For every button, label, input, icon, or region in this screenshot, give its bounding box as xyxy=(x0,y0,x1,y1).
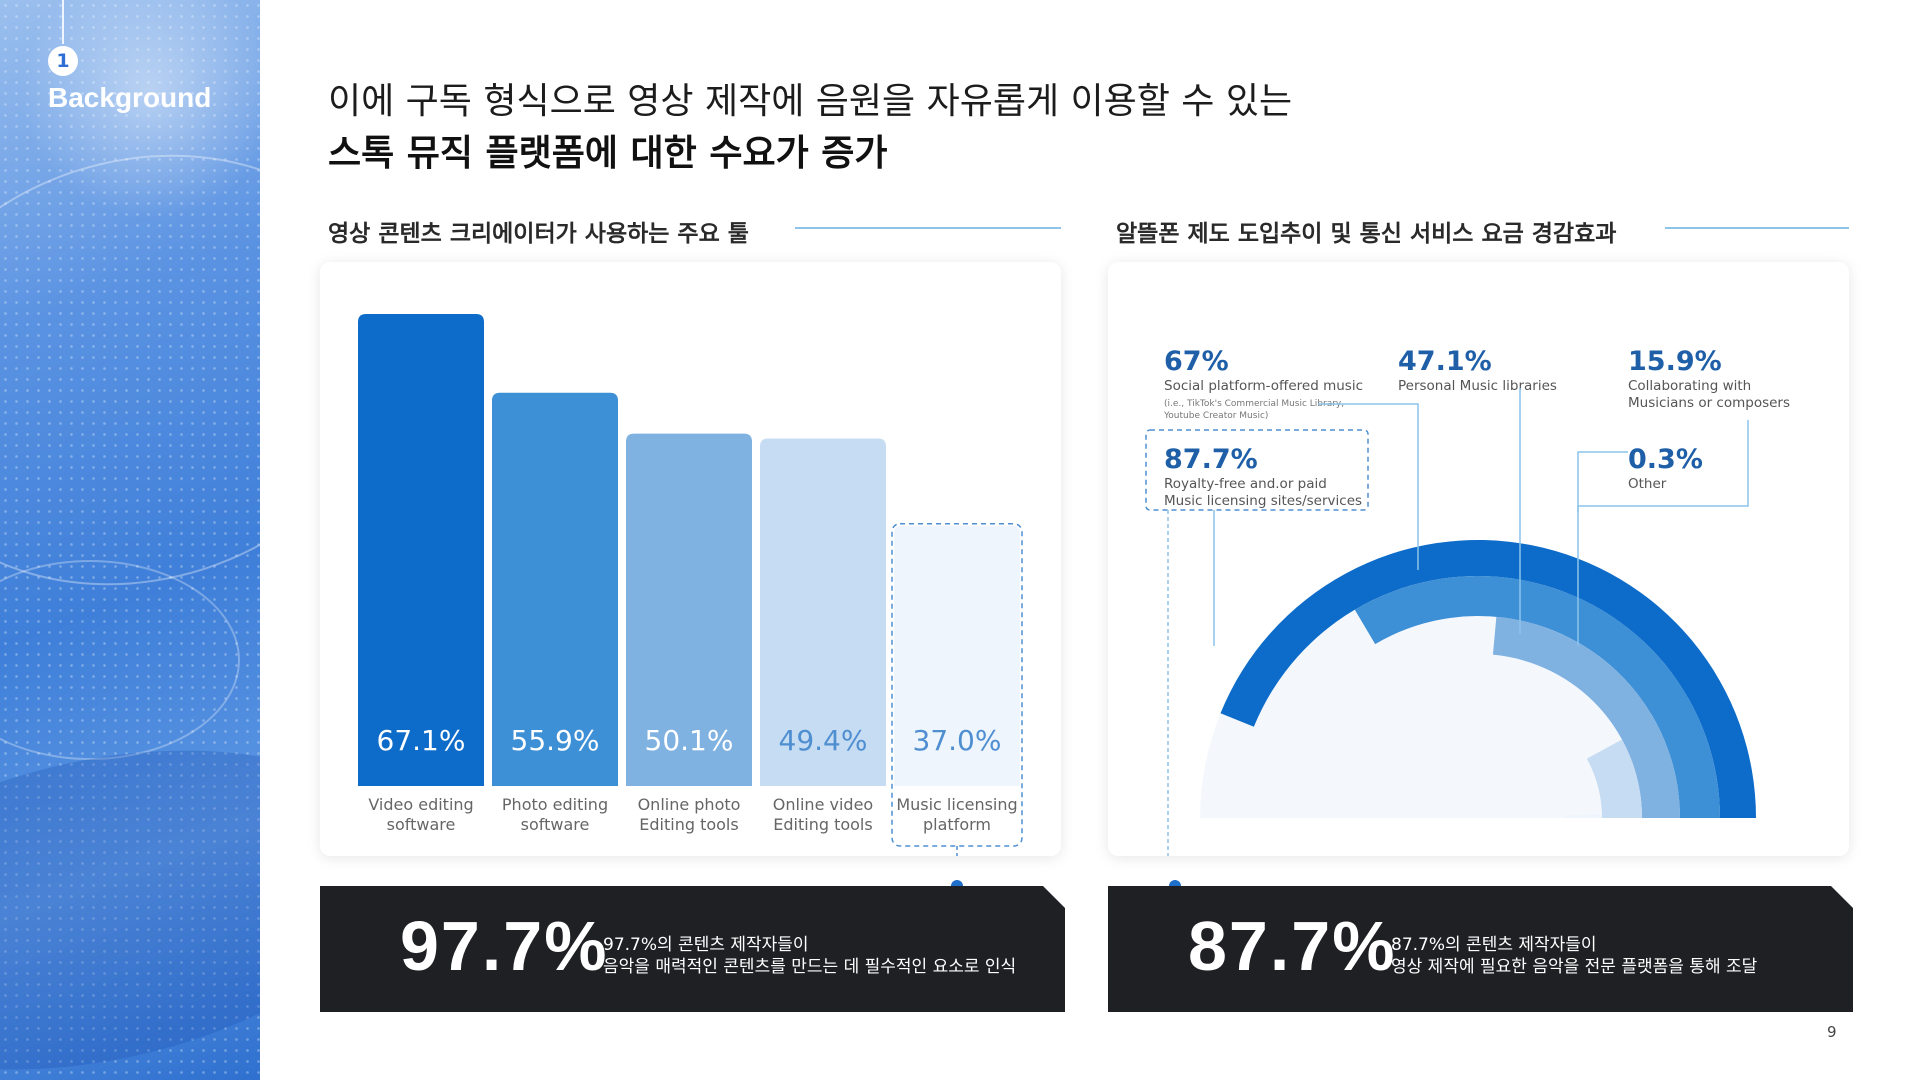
left-section-title: 영상 콘텐츠 크리에이터가 사용하는 주요 툴 xyxy=(328,221,749,247)
dot-pattern xyxy=(0,0,260,1080)
radial-category-label: Social platform-offered music xyxy=(1164,378,1363,394)
section-number-badge: 1 xyxy=(48,46,78,76)
bar-category-label: Editing tools xyxy=(639,815,738,834)
bar-category-label: Photo editing xyxy=(502,795,608,814)
bar-category-label: Music licensing xyxy=(896,795,1017,814)
right-section-title: 알뜰폰 제도 도입추이 및 통신 서비스 요금 경감효과 xyxy=(1116,221,1617,247)
stat-box-right: 87.7% 87.7%의 콘텐츠 제작자들이 영상 제작에 필요한 음악을 전문… xyxy=(1108,886,1853,1012)
stat-big-number: 87.7% xyxy=(1188,907,1397,985)
bar-value-label: 67.1% xyxy=(377,724,466,757)
bar xyxy=(358,314,484,786)
radial-value-label: 0.3% xyxy=(1628,444,1703,475)
radial-bar xyxy=(1220,540,1756,818)
bar-category-label: Video editing xyxy=(368,795,473,814)
bar-category-label: Online video xyxy=(773,795,873,814)
radial-value-label: 67% xyxy=(1164,346,1229,377)
radial-category-label: Collaborating with xyxy=(1628,378,1751,394)
radial-value-label: 15.9% xyxy=(1628,346,1722,377)
bar xyxy=(492,392,618,786)
radial-bar xyxy=(1354,576,1720,818)
stat-description: 97.7%의 콘텐츠 제작자들이 xyxy=(603,935,809,955)
bar-category-label: software xyxy=(387,815,456,834)
bar xyxy=(760,438,886,786)
leader-line xyxy=(1577,420,1749,646)
stat-box-left: 97.7% 97.7%의 콘텐츠 제작자들이 음악을 매력적인 콘텐츠를 만드는… xyxy=(320,886,1065,1012)
bar xyxy=(626,433,752,786)
highlight-dashed-box xyxy=(1145,429,1369,511)
bar xyxy=(894,525,1020,786)
section-title: Background xyxy=(48,82,212,113)
headline-line-2: 스톡 뮤직 플랫폼에 대한 수요가 증가 xyxy=(328,133,888,174)
radial-bar xyxy=(1492,616,1680,818)
page-number: 9 xyxy=(1827,1023,1837,1041)
side-panel: 1 Background xyxy=(0,0,260,1080)
stat-description: 영상 제작에 필요한 음악을 전문 플랫폼을 통해 조달 xyxy=(1391,957,1758,977)
bar-value-label: 37.0% xyxy=(913,724,1002,757)
radial-value-label: 87.7% xyxy=(1164,444,1258,475)
stat-description: 87.7%의 콘텐츠 제작자들이 xyxy=(1391,935,1597,955)
highlight-dashed-box xyxy=(891,522,1023,847)
bar-category-label: software xyxy=(521,815,590,834)
bar-value-label: 55.9% xyxy=(511,724,600,757)
radial-category-label: Personal Music libraries xyxy=(1398,378,1557,394)
radial-value-label: 47.1% xyxy=(1398,346,1492,377)
bar-category-label: platform xyxy=(923,815,991,834)
radial-note-label: Youtube Creator Music) xyxy=(1163,411,1268,421)
stat-description: 음악을 매력적인 콘텐츠를 만드는 데 필수적인 요소로 인식 xyxy=(603,957,1017,977)
radial-category-label: Musicians or composers xyxy=(1628,395,1790,411)
leader-line xyxy=(1318,403,1419,570)
bar-category-label: Editing tools xyxy=(773,815,872,834)
radial-category-label: Other xyxy=(1628,476,1667,492)
right-section-rule xyxy=(1665,227,1849,229)
left-section-rule xyxy=(795,227,1061,229)
leader-line xyxy=(1577,451,1628,512)
light-glow xyxy=(20,0,260,220)
headline-line-1: 이에 구독 형식으로 영상 제작에 음원을 자유롭게 이용할 수 있는 xyxy=(328,81,1293,122)
timeline-line xyxy=(62,0,64,44)
radial-bar xyxy=(1565,814,1602,818)
radial-note-label: (i.e., TikTok's Commercial Music Library… xyxy=(1164,399,1344,409)
stat-big-number: 97.7% xyxy=(400,907,609,985)
bar-category-label: Online photo xyxy=(638,795,741,814)
radial-category-label: Music licensing sites/services xyxy=(1164,493,1362,509)
radial-category-label: Royalty-free and.or paid xyxy=(1164,476,1327,492)
bar-value-label: 50.1% xyxy=(645,724,734,757)
radial-bar xyxy=(1586,739,1642,818)
radial-chart-card: 87.7% Royalty-free and.or paid Music licen… xyxy=(1108,262,1849,856)
bar-value-label: 49.4% xyxy=(779,724,868,757)
bar-chart-card: 67.1% Video editing software 55.9% Photo edi… xyxy=(320,262,1061,856)
